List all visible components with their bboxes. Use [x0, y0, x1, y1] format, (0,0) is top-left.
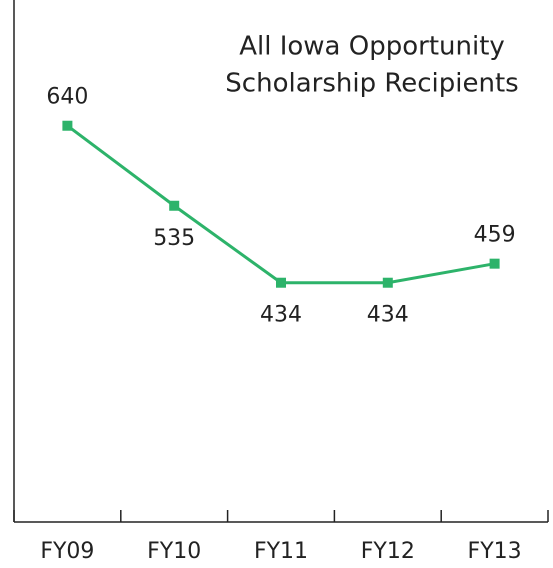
- x-tick-label: FY11: [254, 539, 308, 564]
- marker: [489, 258, 500, 269]
- marker: [382, 277, 393, 288]
- x-tick-label: FY09: [40, 539, 94, 564]
- marker: [169, 200, 180, 211]
- data-label: 434: [367, 303, 409, 328]
- chart-title: Scholarship Recipients: [225, 69, 518, 99]
- x-tick-label: FY10: [147, 539, 201, 564]
- data-label: 640: [46, 85, 88, 110]
- chart-title: All Iowa Opportunity: [239, 32, 505, 62]
- marker: [276, 277, 286, 288]
- data-label: 535: [153, 226, 195, 251]
- x-tick-label: FY12: [361, 539, 415, 564]
- data-label: 434: [260, 303, 302, 328]
- x-tick-label: FY13: [468, 539, 522, 564]
- marker: [62, 120, 73, 131]
- data-label: 459: [474, 223, 516, 248]
- line: [66, 124, 495, 285]
